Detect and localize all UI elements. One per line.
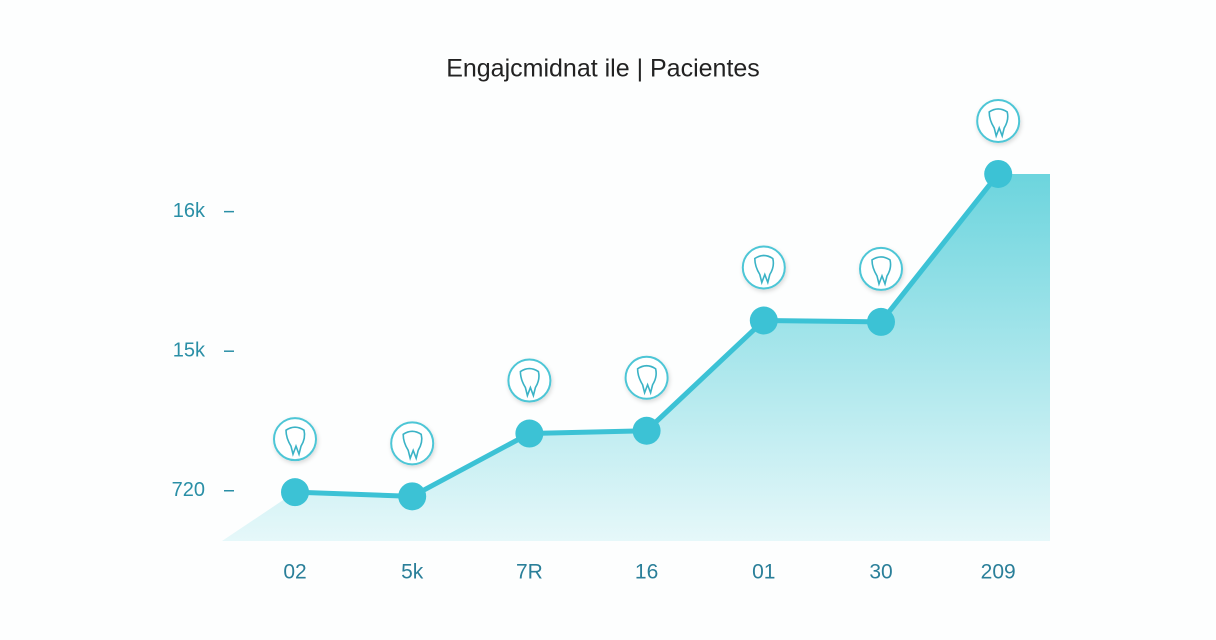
- x-tick-label: 5k: [401, 561, 424, 584]
- icon-badge: [624, 355, 669, 400]
- y-tick-label: 16k: [173, 200, 206, 222]
- tooth-icon: [519, 367, 540, 399]
- point: [515, 419, 544, 448]
- point: [749, 306, 778, 335]
- icon-badge: [507, 358, 552, 403]
- x-tick-label: 30: [869, 561, 892, 584]
- y-tick-label: 15k: [173, 339, 206, 361]
- x-tick-label: 16: [635, 561, 658, 584]
- point: [632, 416, 661, 445]
- icon-badge: [273, 417, 317, 462]
- icon-badge: [859, 246, 903, 291]
- icon-badge: [390, 421, 435, 466]
- x-tick-label: 7R: [516, 561, 543, 584]
- y-tick-label: 720: [172, 479, 205, 501]
- point: [984, 159, 1013, 188]
- icon-badge: [976, 98, 1021, 143]
- tooth-icon: [753, 254, 775, 286]
- x-tick-label: 02: [283, 561, 306, 584]
- point: [281, 478, 309, 507]
- tooth-icon: [636, 364, 657, 396]
- tooth-icon: [871, 256, 892, 287]
- x-tick-label: 01: [752, 561, 775, 584]
- icon-badge: [741, 245, 786, 290]
- tooth-icon: [285, 426, 306, 457]
- area: [222, 173, 1050, 541]
- tooth-icon: [402, 430, 423, 462]
- point: [867, 307, 895, 336]
- x-tick-label: 209: [981, 561, 1016, 584]
- chart-title: Engajcmidnat ile | Pacientes: [446, 55, 760, 83]
- tooth-icon: [988, 108, 1009, 139]
- point: [398, 482, 427, 511]
